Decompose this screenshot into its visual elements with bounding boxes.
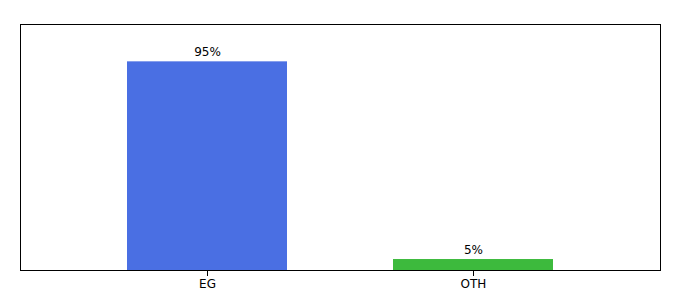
svg-text:95%: 95% [194,45,221,59]
svg-text:OTH: OTH [461,277,487,291]
svg-text:EG: EG [199,277,216,291]
svg-text:5%: 5% [464,243,483,257]
